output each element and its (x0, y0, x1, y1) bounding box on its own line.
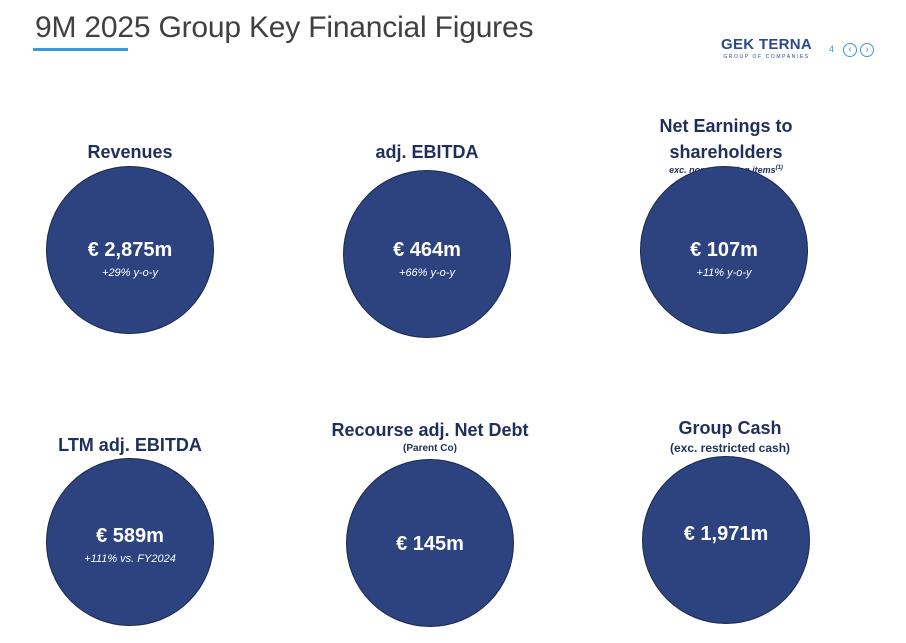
kpi-value: € 1,971m (683, 523, 769, 545)
kpi-value: € 145m (396, 533, 464, 555)
chevron-right-icon: › (865, 44, 869, 55)
kpi-circle-net-earnings: € 107m +11% y-o-y (640, 166, 808, 334)
kpi-heading-net-earnings-line1: Net Earnings to (659, 116, 793, 136)
kpi-circle-group-cash: € 1,971m (642, 456, 810, 624)
kpi-value: € 589m (96, 525, 164, 547)
next-page-button[interactable]: › (860, 43, 874, 57)
kpi-circle-net-debt: € 145m (346, 459, 514, 627)
kpi-change: +66% y-o-y (399, 267, 455, 279)
kpi-change: +111% vs. FY2024 (84, 553, 176, 565)
kpi-circle-adj-ebitda: € 464m +66% y-o-y (343, 170, 511, 338)
kpi-heading-group-cash: Group Cash (678, 418, 782, 438)
previous-page-button[interactable]: ‹ (843, 43, 857, 57)
kpi-value: € 107m (690, 239, 758, 261)
page-title: 9M 2025 Group Key Financial Figures (35, 11, 534, 44)
logo-name: GEK TERNA (721, 36, 813, 53)
kpi-heading-net-debt: Recourse adj. Net Debt (331, 420, 529, 440)
kpi-value: € 464m (393, 239, 461, 261)
kpi-circle-ltm-adj-ebitda: € 589m +111% vs. FY2024 (46, 458, 214, 626)
kpi-change: +11% y-o-y (696, 267, 752, 279)
kpi-change: +29% y-o-y (102, 267, 158, 279)
company-logo: GEK TERNA GROUP OF COMPANIES (721, 37, 812, 61)
kpi-sub-group-cash: (exc. restricted cash) (669, 441, 791, 455)
logo-subtitle: GROUP OF COMPANIES (723, 54, 810, 60)
kpi-sub-net-debt: (Parent Co) (403, 443, 457, 454)
kpi-heading-net-earnings-line2: shareholders (669, 142, 783, 162)
title-underline (33, 48, 128, 51)
kpi-heading-ltm-adj-ebitda: LTM adj. EBITDA (58, 435, 202, 455)
kpi-heading-adj-ebitda: adj. EBITDA (375, 142, 479, 162)
chevron-left-icon: ‹ (848, 44, 852, 55)
footnote-marker: (1) (775, 165, 783, 171)
page-number: 4 (829, 44, 835, 54)
kpi-heading-revenues: Revenues (87, 142, 173, 162)
kpi-value: € 2,875m (87, 239, 173, 261)
kpi-circle-revenues: € 2,875m +29% y-o-y (46, 166, 214, 334)
